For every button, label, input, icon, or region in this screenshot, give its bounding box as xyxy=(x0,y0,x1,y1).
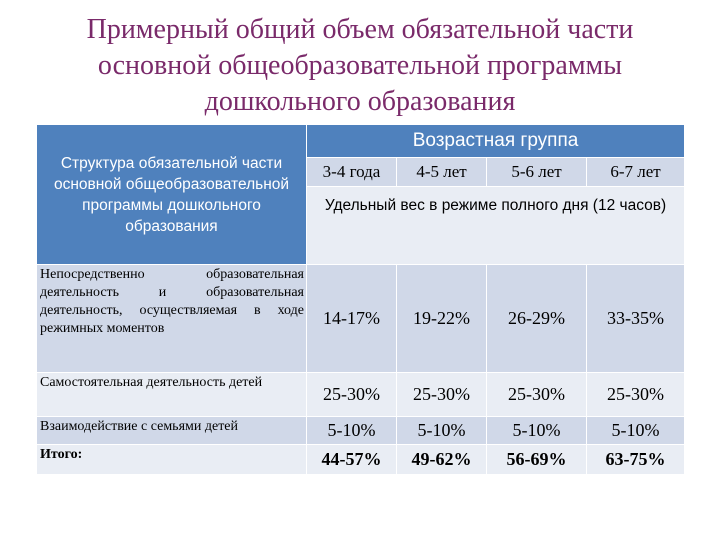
title-line-3: дошкольного образования xyxy=(204,86,516,117)
value-cell: 5-10% xyxy=(306,416,397,445)
value-cell: 19-22% xyxy=(396,264,487,373)
row-label: Взаимодействие с семьями детей xyxy=(36,416,307,445)
program-volume-table: Структура обязательной части основной об… xyxy=(36,124,686,475)
row-label: Самостоятельная деятельность детей xyxy=(36,372,307,417)
row-label: Непосредственно образовательная деятельн… xyxy=(36,264,307,373)
table-row: Непосредственно образовательная деятельн… xyxy=(36,264,686,373)
value-cell: 14-17% xyxy=(306,264,397,373)
title-line-1: Примерный общий объем обязательной части xyxy=(86,14,634,45)
total-row: Итого: 44-57% 49-62% 56-69% 63-75% xyxy=(36,444,686,475)
table-row: Взаимодействие с семьями детей 5-10% 5-1… xyxy=(36,416,686,445)
value-cell: 25-30% xyxy=(306,372,397,417)
weight-header: Удельный вес в режиме полного дня (12 ча… xyxy=(305,186,686,265)
value-cell: 33-35% xyxy=(585,264,686,373)
value-cell: 25-30% xyxy=(585,372,686,417)
value-cell: 5-10% xyxy=(585,416,686,445)
page-title: Примерный общий объем обязательной части… xyxy=(0,12,720,120)
age-header: 4-5 лет xyxy=(396,157,487,187)
value-cell: 26-29% xyxy=(486,264,587,373)
age-group-header: Возрастная группа xyxy=(305,124,686,158)
value-cell: 25-30% xyxy=(396,372,487,417)
age-header: 6-7 лет xyxy=(585,157,686,187)
age-header: 5-6 лет xyxy=(486,157,587,187)
total-value: 44-57% xyxy=(306,444,397,475)
total-label: Итого: xyxy=(36,444,307,475)
table-row: Самостоятельная деятельность детей 25-30… xyxy=(36,372,686,417)
value-cell: 25-30% xyxy=(486,372,587,417)
total-value: 63-75% xyxy=(585,444,686,475)
age-header: 3-4 года xyxy=(306,157,397,187)
total-value: 56-69% xyxy=(486,444,587,475)
total-value: 49-62% xyxy=(396,444,487,475)
structure-header: Структура обязательной части основной об… xyxy=(36,124,307,265)
value-cell: 5-10% xyxy=(486,416,587,445)
value-cell: 5-10% xyxy=(396,416,487,445)
title-line-2: основной общеобразовательной программы xyxy=(97,50,623,81)
